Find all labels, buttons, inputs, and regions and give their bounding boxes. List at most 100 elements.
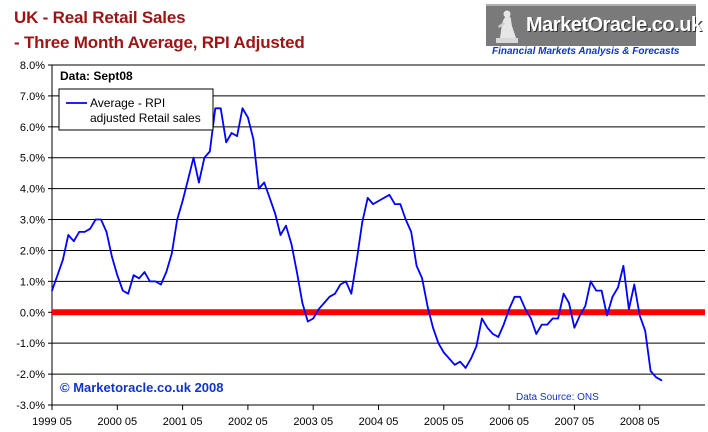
data-point: [524, 308, 527, 310]
brand-name: MarketOracle.co.uk: [526, 14, 702, 36]
data-point: [611, 296, 614, 298]
data-point: [361, 221, 363, 224]
data-point: [497, 336, 500, 338]
data-point: [127, 292, 130, 295]
y-tick-label: 3.0%: [20, 215, 45, 227]
copyright-annotation: © Marketoracle.co.uk 2008: [60, 380, 224, 395]
data-point: [187, 178, 189, 181]
data-point: [535, 333, 538, 335]
data-point: [78, 231, 81, 233]
brand-logo: MarketOracle.co.uk Financial Markets Ana…: [486, 4, 702, 60]
data-point: [214, 107, 217, 110]
chart-title-line-1: UK - Real Retail Sales: [14, 8, 186, 27]
legend-label-line-2: adjusted Retail sales: [90, 111, 201, 125]
y-tick-label: -1.0%: [16, 338, 45, 350]
data-point: [649, 370, 652, 372]
data-point: [404, 218, 407, 221]
data-point: [638, 314, 641, 317]
y-tick-label: -2.0%: [16, 369, 45, 381]
data-point: [149, 280, 151, 283]
data-point: [486, 326, 489, 329]
data-point: [475, 345, 478, 348]
data-point: [138, 277, 140, 280]
x-tick-label: 2007 05: [555, 416, 595, 428]
data-point: [176, 218, 178, 221]
data-point: [225, 141, 227, 144]
data-point: [617, 286, 619, 289]
data-point: [453, 364, 456, 366]
legend: Average - RPI adjusted Retail sales: [58, 88, 214, 131]
data-point: [372, 203, 374, 205]
oracle-statue-icon: [496, 10, 518, 43]
data-point: [350, 292, 353, 295]
data-point: [388, 194, 391, 196]
data-point: [154, 280, 157, 283]
legend-label-line-1: Average - RPI: [90, 96, 165, 110]
data-point: [508, 308, 510, 310]
data-point: [258, 187, 260, 190]
data-point: [589, 280, 592, 283]
y-tick-label: 4.0%: [20, 184, 45, 196]
data-point: [241, 107, 244, 110]
y-tick-label: 5.0%: [20, 153, 45, 165]
data-point: [628, 308, 630, 310]
data-point: [317, 308, 320, 310]
data-point: [595, 289, 598, 292]
data-point: [339, 283, 342, 286]
data-point: [399, 203, 402, 205]
data-point: [437, 342, 440, 344]
data-point: [192, 156, 195, 159]
x-tick-label: 2005 05: [424, 416, 464, 428]
data-point: [415, 265, 418, 267]
data-point: [301, 302, 304, 304]
data-point: [165, 271, 168, 273]
data-point: [426, 305, 429, 307]
data-point: [448, 357, 451, 360]
data-point: [121, 289, 124, 292]
x-tick-label: 2001 05: [163, 416, 203, 428]
data-point: [67, 234, 70, 236]
data-point: [116, 274, 119, 276]
data-point: [530, 317, 532, 320]
data-point: [573, 326, 576, 329]
data-point: [111, 255, 113, 258]
data-point: [660, 379, 663, 382]
data-point: [170, 252, 173, 255]
data-point: [622, 265, 625, 267]
x-tick-label: 2000 05: [97, 416, 137, 428]
data-point: [252, 138, 255, 140]
data-point: [160, 283, 162, 286]
data-point: [562, 292, 565, 295]
data-point: [334, 292, 336, 295]
data-point: [209, 150, 211, 153]
x-tick-label: 2008 05: [620, 416, 660, 428]
data-point: [443, 351, 445, 354]
data-point: [62, 258, 64, 261]
x-tick-label: 1999 05: [32, 416, 72, 428]
x-tick-label: 2006 05: [489, 416, 529, 428]
y-tick-label: 2.0%: [20, 245, 45, 257]
data-point: [89, 228, 91, 230]
data-point: [470, 357, 472, 360]
data-point: [345, 280, 347, 283]
data-point: [606, 314, 608, 317]
data-point: [247, 116, 249, 119]
data-point: [236, 135, 238, 137]
data-point: [481, 317, 483, 320]
data-point: [328, 296, 331, 298]
data-point: [644, 330, 646, 332]
data-point: [279, 234, 282, 236]
data-point: [633, 283, 636, 286]
data-point: [655, 376, 657, 378]
y-tick-label: 8.0%: [20, 60, 45, 72]
data-point: [203, 156, 206, 159]
data-point: [105, 231, 108, 233]
x-tick-label: 2003 05: [293, 416, 333, 428]
data-point: [306, 320, 309, 323]
data-point: [579, 314, 581, 317]
data-point: [491, 333, 494, 335]
data-point: [366, 197, 369, 199]
data-point: [290, 243, 293, 246]
data-point: [312, 317, 315, 320]
